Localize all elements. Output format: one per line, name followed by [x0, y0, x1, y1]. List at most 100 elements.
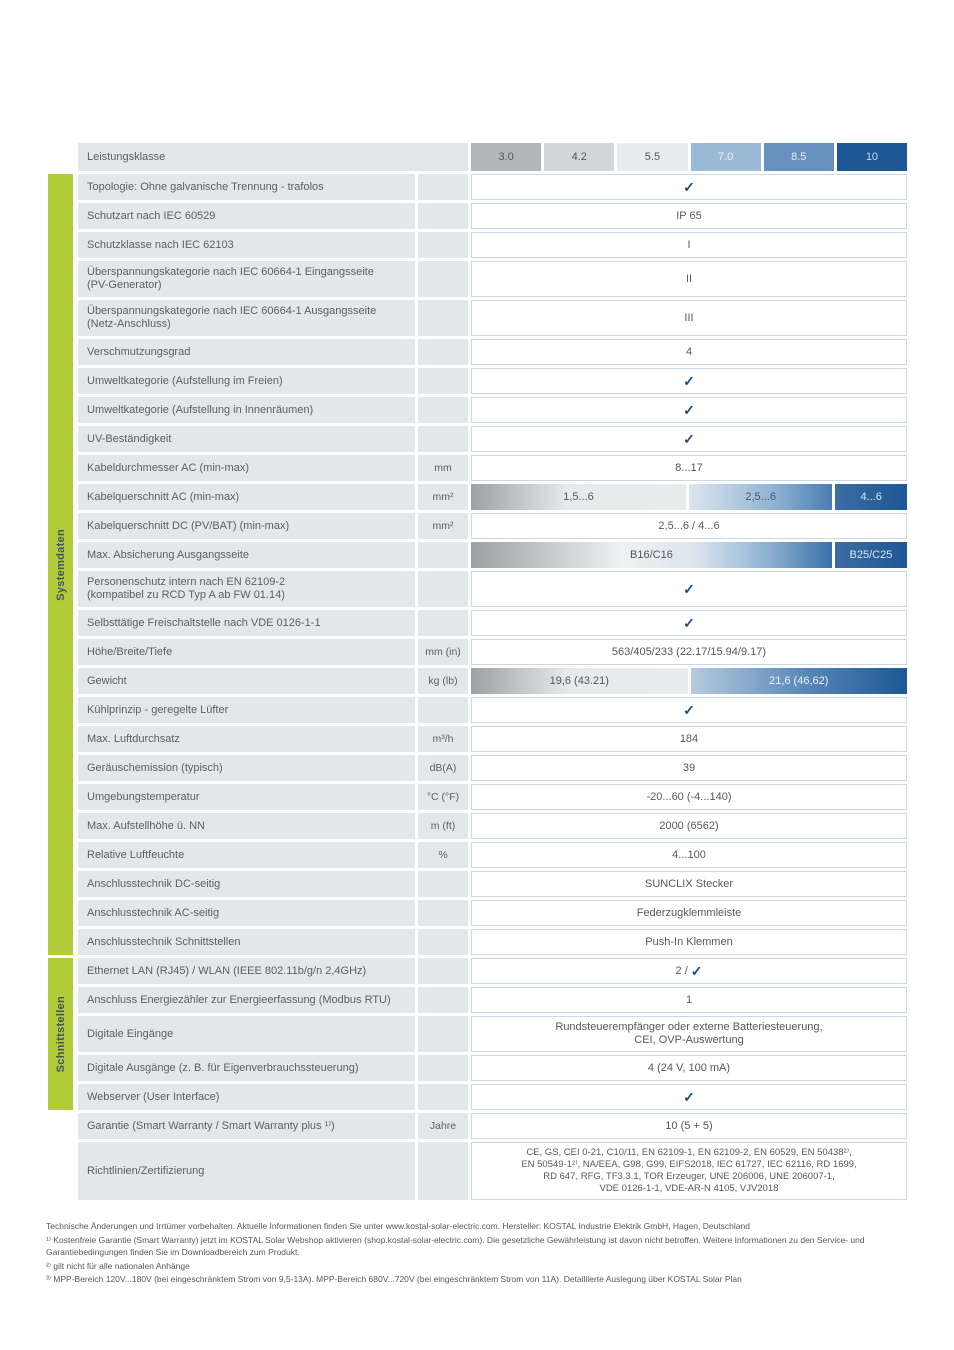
table-row: Digitale Eingänge Rundsteuerempfänger ode… [78, 1016, 907, 1052]
row-value: 39 [471, 755, 907, 781]
row-value: -20...60 (-4...140) [471, 784, 907, 810]
table-row: Webserver (User Interface) ✓ [78, 1084, 907, 1110]
value-cell: 4...100 [471, 842, 907, 868]
value-cell: ✓ [471, 174, 907, 200]
table-row: Umweltkategorie (Aufstellung in Innenräu… [78, 397, 907, 423]
value-segment: 4...6 [835, 484, 907, 510]
value-cell: ✓ [471, 426, 907, 452]
table-header-label: Leistungsklasse [78, 143, 468, 171]
row-label: Max. Aufstellhöhe ü. NN [78, 813, 415, 839]
row-value: 2 /✓ [471, 958, 907, 984]
table-row: Digitale Ausgänge (z. B. für Eigenverbra… [78, 1055, 907, 1081]
column-header-8.5: 8.5 [763, 143, 834, 171]
table-row: Kabelquerschnitt AC (min-max) mm² 1,5...6 2… [78, 484, 907, 510]
row-unit [418, 610, 468, 636]
value-segment: 19,6 (43.21) [471, 668, 688, 694]
row-value: Rundsteuerempfänger oder externe Batteri… [471, 1016, 907, 1052]
table-row: Anschlusstechnik DC-seitig SUNCLIX Stecke… [78, 871, 907, 897]
table-row: Kabelquerschnitt DC (PV/BAT) (min-max) mm… [78, 513, 907, 539]
check-icon: ✓ [683, 615, 695, 631]
row-unit [418, 929, 468, 955]
row-label: Personenschutz intern nach EN 62109-2 (k… [78, 571, 415, 607]
row-value: ✓ [471, 174, 907, 200]
table-row: Topologie: Ohne galvanische Trennung - t… [78, 174, 907, 200]
row-value: IP 65 [471, 203, 907, 229]
table-row: Max. Aufstellhöhe ü. NN m (ft) 2000 (6562) [78, 813, 907, 839]
value-cell: ✓ [471, 1084, 907, 1110]
column-header-10: 10 [836, 143, 908, 171]
row-value: ✓ [471, 368, 907, 394]
row-value: ✓ [471, 1084, 907, 1110]
table-row: Anschlusstechnik Schnittstellen Push-In K… [78, 929, 907, 955]
section-label: Systemdaten [54, 528, 67, 601]
column-header-4.2: 4.2 [544, 143, 615, 171]
row-value: ✓ [471, 397, 907, 423]
row-label: Selbsttätige Freischaltstelle nach VDE 0… [78, 610, 415, 636]
row-unit: kg (lb) [418, 668, 468, 694]
table-row: Schutzart nach IEC 60529 IP 65 [78, 203, 907, 229]
row-value: 19,6 (43.21) 21,6 (46,62) [471, 668, 907, 694]
table-row: UV-Beständigkeit ✓ [78, 426, 907, 452]
table-row: Überspannungskategorie nach IEC 60664-1 … [78, 261, 907, 297]
row-unit: mm² [418, 484, 468, 510]
row-label: UV-Beständigkeit [78, 426, 415, 452]
row-value: III [471, 300, 907, 336]
row-value: I [471, 232, 907, 258]
column-header-3.0: 3.0 [471, 143, 542, 171]
value-cell: 563/405/233 (22.17/15.94/9.17) [471, 639, 907, 665]
column-header-7.0: 7.0 [690, 143, 761, 171]
row-label: Geräuschemission (typisch) [78, 755, 415, 781]
table-row: Anschluss Energiezähler zur Energieerfas… [78, 987, 907, 1013]
row-value: 2000 (6562) [471, 813, 907, 839]
row-value: ✓ [471, 426, 907, 452]
row-value: ✓ [471, 610, 907, 636]
section-label: Schnittstellen [54, 995, 67, 1073]
row-label: Verschmutzungsgrad [78, 339, 415, 365]
value-cell: Rundsteuerempfänger oder externe Batteri… [471, 1016, 907, 1052]
value-cell: ✓ [471, 368, 907, 394]
row-value: ✓ [471, 571, 907, 607]
row-value: 4 [471, 339, 907, 365]
row-unit [418, 1084, 468, 1110]
value-cell: 2000 (6562) [471, 813, 907, 839]
value-cell: 1 [471, 987, 907, 1013]
table-row: Relative Luftfeuchte% 4...100 [78, 842, 907, 868]
value-segment: B16/C16 [471, 542, 832, 568]
value-cell: 4 (24 V, 100 mA) [471, 1055, 907, 1081]
value-cell: I [471, 232, 907, 258]
table-row: Garantie (Smart Warranty / Smart Warrant… [78, 1113, 907, 1139]
row-label: Umgebungstemperatur [78, 784, 415, 810]
row-unit [418, 697, 468, 723]
row-value: II [471, 261, 907, 297]
spec-table-rows: Leistungsklasse 3.0 4.2 5.5 7.0 8.5 10 Topologi… [78, 143, 908, 1200]
value-cell: ✓ [471, 397, 907, 423]
check-icon: ✓ [683, 702, 695, 718]
row-unit: mm² [418, 513, 468, 539]
row-label: Gewicht [78, 668, 415, 694]
row-label: Max. Absicherung Ausgangsseite [78, 542, 415, 568]
row-label: Anschlusstechnik Schnittstellen [78, 929, 415, 955]
table-row: Kühlprinzip - geregelte Lüfter ✓ [78, 697, 907, 723]
row-value: 1,5...6 2,5...6 4...6 [471, 484, 907, 510]
table-row: Ethernet LAN (RJ45) / WLAN (IEEE 802.11b… [78, 958, 907, 984]
row-label: Schutzart nach IEC 60529 [78, 203, 415, 229]
row-value: 8...17 [471, 455, 907, 481]
row-value: Federzugklemmleiste [471, 900, 907, 926]
table-row: Selbsttätige Freischaltstelle nach VDE 0… [78, 610, 907, 636]
footnote: Technische Änderungen und Irrtümer vorbe… [46, 1221, 750, 1231]
row-unit [418, 871, 468, 897]
row-unit [418, 958, 468, 984]
row-unit [418, 261, 468, 297]
table-row: Überspannungskategorie nach IEC 60664-1 … [78, 300, 907, 336]
row-unit [418, 397, 468, 423]
row-label: Topologie: Ohne galvanische Trennung - t… [78, 174, 415, 200]
check-icon: ✓ [683, 179, 695, 195]
row-unit [418, 542, 468, 568]
value-cell: -20...60 (-4...140) [471, 784, 907, 810]
row-unit: mm (in) [418, 639, 468, 665]
table-row: Anschlusstechnik AC-seitig Federzugklemml… [78, 900, 907, 926]
row-value: 4...100 [471, 842, 907, 868]
value-cell: 39 [471, 755, 907, 781]
row-label: Max. Luftdurchsatz [78, 726, 415, 752]
section-bar-schnittstellen: Schnittstellen [48, 958, 73, 1110]
